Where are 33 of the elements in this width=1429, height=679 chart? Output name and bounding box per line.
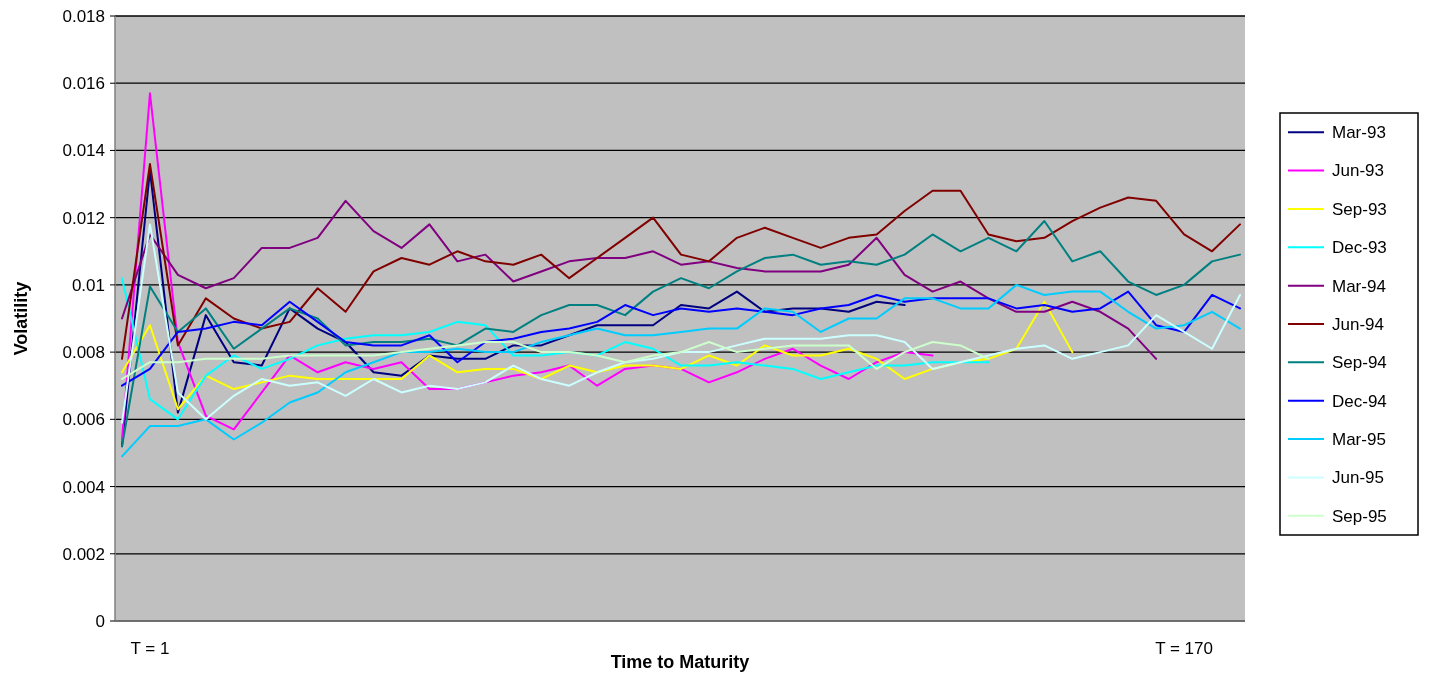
y-tick-label: 0.01: [71, 275, 105, 295]
x-axis-title: Time to Maturity: [610, 652, 750, 672]
line-series: [121, 277, 990, 421]
line-series: [121, 199, 1158, 360]
line-series: [121, 283, 1241, 458]
y-tick-label: 0.012: [62, 208, 105, 228]
y-tick-label: 0.016: [62, 74, 105, 94]
legend-label: Sep-95: [1332, 506, 1387, 526]
y-tick-label: 0.018: [62, 6, 105, 26]
x-tick-label: T = 1: [130, 639, 170, 658]
y-axis-title: Volatility: [11, 281, 31, 356]
y-tick-label: 0: [95, 611, 105, 631]
line-series: [121, 92, 934, 441]
legend-label: Dec-94: [1332, 391, 1387, 411]
legend-label: Mar-93: [1332, 123, 1386, 143]
legend-label: Jun-94: [1332, 314, 1384, 334]
legend-label: Mar-95: [1332, 430, 1386, 450]
y-tick-label: 0.006: [62, 410, 105, 430]
legend-label: Jun-93: [1332, 161, 1384, 181]
legend-label: Sep-93: [1332, 199, 1387, 219]
x-tick-label: T = 170: [1155, 639, 1214, 658]
legend-label: Jun-95: [1332, 468, 1384, 488]
line-series: [121, 341, 990, 380]
y-tick-label: 0.014: [62, 141, 105, 161]
legend-label: Dec-93: [1332, 238, 1387, 258]
line-series: [121, 300, 1074, 411]
line-series: [121, 162, 1241, 360]
y-tick-label: 0.008: [62, 343, 105, 363]
legend-label: Mar-94: [1332, 276, 1386, 296]
y-tick-label: 0.004: [62, 477, 105, 497]
y-tick-label: 0.002: [62, 544, 105, 564]
line-series: [121, 290, 1241, 387]
legend-label: Sep-94: [1332, 353, 1387, 373]
